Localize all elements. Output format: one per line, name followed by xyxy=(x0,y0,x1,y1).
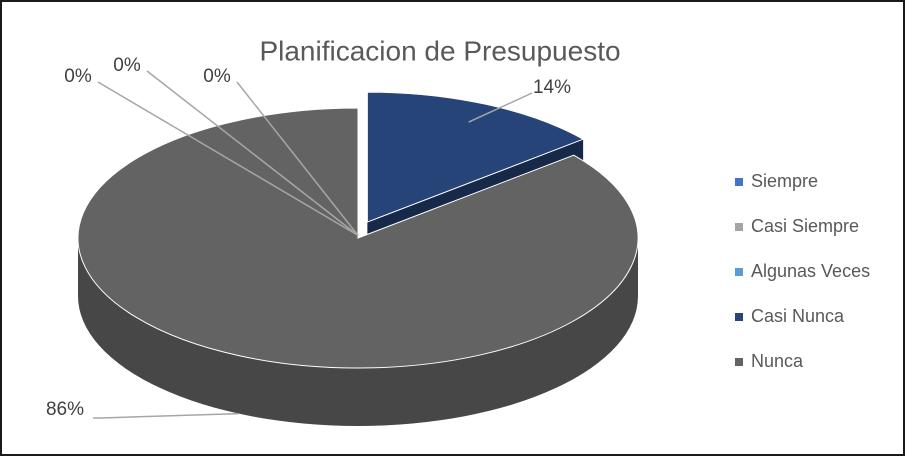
legend-label: Casi Siempre xyxy=(751,216,859,236)
leader-line xyxy=(146,70,359,236)
chart-title: Planificacion de Presupuesto xyxy=(259,35,620,66)
data-label: 14% xyxy=(533,77,571,98)
slice xyxy=(366,91,585,223)
data-label: 0% xyxy=(203,66,231,87)
data-label: 0% xyxy=(113,55,141,76)
legend-marker xyxy=(735,358,743,366)
leader-line xyxy=(97,81,359,237)
leader-line xyxy=(236,81,359,236)
leader-line xyxy=(468,92,533,123)
slice xyxy=(77,107,639,369)
legend-marker xyxy=(735,178,743,186)
legend-marker xyxy=(735,313,743,321)
legend-label: Siempre xyxy=(751,171,818,191)
legend-marker xyxy=(735,223,743,231)
legend-marker xyxy=(735,268,743,276)
legend-label: Nunca xyxy=(751,351,804,371)
legend-label: Algunas Veces xyxy=(751,261,870,281)
legend-label: Casi Nunca xyxy=(751,306,845,326)
leader-line xyxy=(93,412,239,419)
data-label: 0% xyxy=(64,66,92,87)
data-label: 86% xyxy=(46,399,84,420)
slice-wall xyxy=(78,238,638,426)
